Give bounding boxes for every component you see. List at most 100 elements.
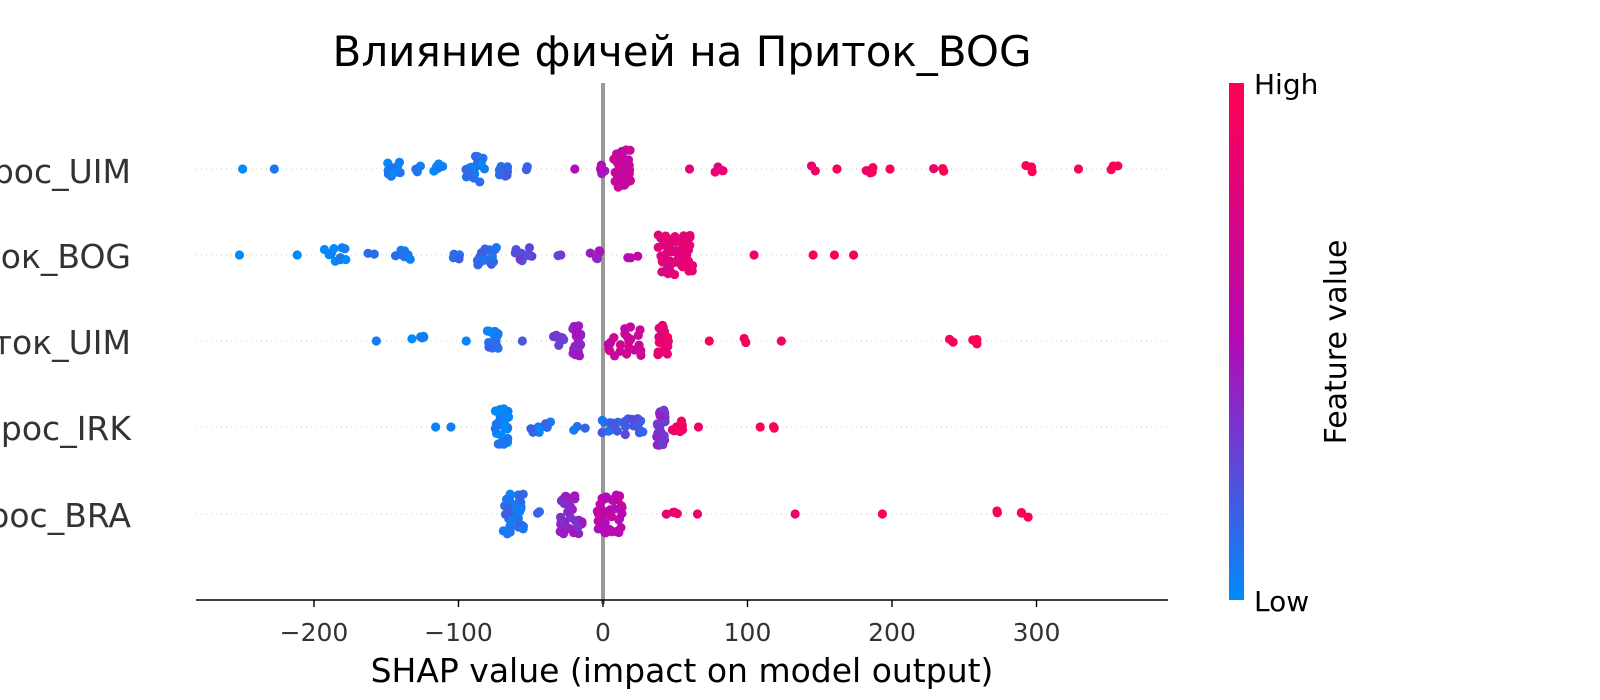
x-tick-label: 0 xyxy=(595,618,611,647)
shap-point xyxy=(484,342,494,352)
shap-point xyxy=(490,423,500,434)
chart-title: Влияние фичей на Приток_BOG xyxy=(333,27,1032,76)
shap-point xyxy=(515,254,525,265)
colorbar-gradient xyxy=(1229,83,1244,600)
shap-point xyxy=(498,526,508,536)
shap-point xyxy=(541,419,551,429)
shap-point xyxy=(496,438,506,449)
shap-point xyxy=(493,343,503,353)
shap-point xyxy=(511,244,521,255)
shap-point xyxy=(592,253,602,264)
shap-point xyxy=(861,166,871,176)
shap-point xyxy=(612,152,622,162)
feature-labels: Сброс_UIM Приток_BOG Приток_UIM Сброс_IR… xyxy=(0,152,132,535)
shap-point xyxy=(944,334,955,344)
shap-point xyxy=(877,509,887,519)
shap-point xyxy=(620,416,630,427)
shap-point xyxy=(749,250,759,260)
shap-point xyxy=(454,254,464,264)
shap-point xyxy=(624,160,634,170)
shap-point xyxy=(657,429,667,439)
shap-point xyxy=(776,336,786,346)
shap-point xyxy=(829,250,840,260)
shap-point xyxy=(523,249,533,259)
shap-point xyxy=(341,254,351,265)
shap-point xyxy=(405,254,415,264)
shap-point xyxy=(369,249,379,259)
shap-point xyxy=(494,170,505,180)
shap-point xyxy=(929,163,939,174)
shap-point xyxy=(710,167,720,177)
shap-point xyxy=(595,499,605,509)
shap-point xyxy=(570,164,580,174)
shap-point xyxy=(612,426,622,436)
shap-point xyxy=(633,330,643,341)
shap-point xyxy=(673,249,684,260)
feature-gridlines xyxy=(196,168,1168,515)
shap-point xyxy=(486,327,496,337)
shap-point xyxy=(594,246,604,256)
shap-point xyxy=(610,504,620,514)
shap-point xyxy=(580,423,590,433)
shap-point xyxy=(1108,161,1118,171)
shap-point xyxy=(657,439,667,449)
shap-point xyxy=(556,517,566,527)
shap-point xyxy=(992,508,1002,518)
shap-point xyxy=(662,332,673,342)
shap-point xyxy=(490,406,501,416)
shap-point xyxy=(670,257,680,267)
shap-point xyxy=(626,334,636,344)
shap-point xyxy=(415,161,425,171)
shap-point xyxy=(693,422,704,432)
shap-point xyxy=(407,334,417,344)
x-tick-label: 200 xyxy=(868,618,916,647)
shap-point xyxy=(585,248,595,258)
shap-point xyxy=(601,492,611,502)
shap-point xyxy=(661,249,671,259)
shap-point xyxy=(603,426,613,436)
shap-point xyxy=(608,418,618,428)
shap-point xyxy=(491,243,501,253)
shap-point xyxy=(292,250,302,260)
shap-point xyxy=(808,250,818,260)
shap-point xyxy=(654,332,664,342)
shap-point xyxy=(446,422,456,432)
shap-point xyxy=(487,252,497,262)
shap-point xyxy=(503,504,513,514)
shap-point xyxy=(461,336,471,346)
shap-point xyxy=(506,516,516,526)
shap-point xyxy=(571,328,581,338)
shap-point xyxy=(634,340,644,350)
shap-point xyxy=(1027,167,1037,177)
shap-point xyxy=(432,162,442,172)
shap-point xyxy=(431,422,441,432)
shap-point xyxy=(603,339,613,349)
shap-point xyxy=(476,248,487,258)
shap-point xyxy=(573,349,583,359)
shap-point xyxy=(939,166,949,176)
shap-point xyxy=(573,522,583,532)
colorbar: High Low Feature value xyxy=(1229,68,1354,618)
shap-point xyxy=(518,524,528,534)
shap-point xyxy=(628,421,639,431)
shap-point xyxy=(680,242,690,252)
shap-point xyxy=(615,340,626,350)
shap-point xyxy=(885,164,895,174)
shap-point xyxy=(419,332,429,342)
shap-point xyxy=(619,169,629,179)
shap-point xyxy=(625,322,636,332)
shap-point xyxy=(526,424,536,434)
shap-point xyxy=(1073,164,1084,174)
feature-label: Приток_UIM xyxy=(0,323,131,362)
shap-point xyxy=(556,250,566,260)
x-axis-label: SHAP value (impact on model output) xyxy=(371,651,994,690)
shap-point xyxy=(371,336,381,346)
shap-point xyxy=(1016,508,1027,518)
shap-point xyxy=(653,230,663,240)
shap-point xyxy=(238,164,248,174)
colorbar-axis-label: Feature value xyxy=(1319,240,1354,445)
feature-label: Сброс_IRK xyxy=(0,409,132,448)
x-tick-label: 100 xyxy=(724,618,772,647)
shap-point xyxy=(500,423,511,434)
shap-point xyxy=(234,250,245,260)
